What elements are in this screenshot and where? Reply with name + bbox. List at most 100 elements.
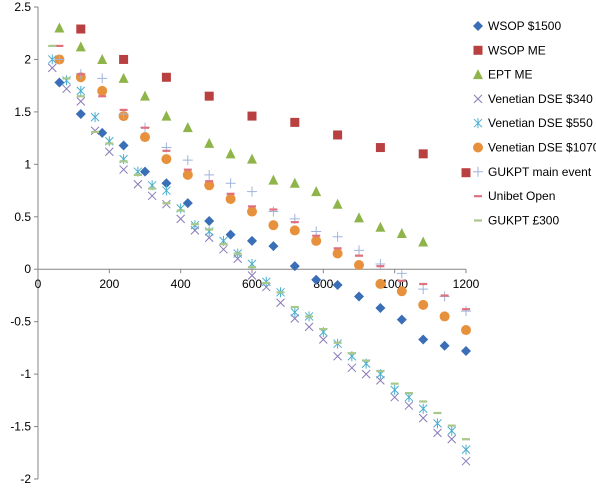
data-point bbox=[54, 54, 65, 65]
data-point bbox=[204, 169, 215, 180]
data-point bbox=[225, 148, 236, 159]
legend-entry: EPT ME bbox=[473, 68, 532, 82]
data-point bbox=[204, 180, 215, 191]
data-point bbox=[54, 22, 65, 33]
data-point bbox=[418, 149, 428, 159]
data-point bbox=[140, 90, 150, 101]
legend-marker bbox=[473, 166, 483, 177]
data-point bbox=[54, 77, 65, 88]
legend-entry: Venetian DSE $340 bbox=[473, 92, 593, 106]
data-point bbox=[247, 111, 257, 121]
data-point bbox=[354, 260, 364, 271]
data-point bbox=[105, 142, 114, 145]
y-tick-label: 0 bbox=[24, 262, 31, 276]
data-point bbox=[62, 75, 71, 86]
data-point bbox=[333, 247, 342, 250]
legend-label: WSOP $1500 bbox=[488, 19, 561, 33]
data-point bbox=[312, 234, 321, 237]
data-point bbox=[147, 191, 157, 201]
data-point bbox=[461, 346, 471, 357]
data-point bbox=[118, 140, 129, 151]
data-point bbox=[396, 286, 407, 297]
data-point bbox=[290, 305, 299, 309]
legend-entry: Venetian DSE $550 bbox=[473, 116, 593, 130]
data-point bbox=[355, 254, 363, 257]
data-point bbox=[390, 384, 400, 395]
data-point bbox=[182, 155, 193, 166]
data-point bbox=[55, 44, 64, 48]
data-point bbox=[248, 205, 256, 208]
data-point bbox=[161, 178, 172, 189]
data-point bbox=[62, 84, 71, 94]
data-point bbox=[433, 411, 442, 415]
data-point bbox=[219, 244, 228, 254]
data-point bbox=[396, 268, 407, 279]
data-point bbox=[461, 444, 471, 455]
y-tick-label: 2 bbox=[24, 52, 31, 66]
y-tick-label: 0.5 bbox=[14, 210, 31, 224]
data-point bbox=[462, 308, 470, 311]
data-point bbox=[205, 228, 214, 231]
data-point bbox=[148, 187, 157, 190]
data-point bbox=[90, 112, 100, 123]
data-point bbox=[104, 136, 114, 147]
legend-entry: Venetian DSE $1070 bbox=[473, 141, 596, 155]
data-point bbox=[205, 180, 214, 183]
legend-marker bbox=[473, 142, 483, 153]
data-point bbox=[461, 456, 471, 466]
y-tick-label: -1 bbox=[20, 367, 31, 381]
data-point bbox=[161, 110, 172, 121]
data-point bbox=[182, 122, 193, 133]
data-point bbox=[104, 147, 114, 157]
data-point bbox=[261, 276, 271, 287]
data-point bbox=[461, 168, 471, 178]
data-point bbox=[98, 95, 107, 98]
series-2 bbox=[54, 22, 429, 247]
data-point bbox=[47, 54, 57, 65]
series-3 bbox=[47, 63, 471, 466]
data-point bbox=[268, 174, 279, 185]
data-point bbox=[225, 229, 236, 240]
legend-label: Venetian DSE $550 bbox=[488, 116, 593, 130]
data-point bbox=[311, 235, 322, 246]
legend-label: EPT ME bbox=[488, 68, 532, 82]
series-8 bbox=[48, 44, 470, 441]
data-point bbox=[162, 202, 171, 205]
data-point bbox=[162, 185, 171, 196]
y-tick-label: 1 bbox=[24, 157, 31, 171]
legend-label: GUKPT £300 bbox=[488, 213, 559, 227]
legend-marker bbox=[473, 21, 483, 31]
data-point bbox=[375, 303, 386, 314]
axes: -2-1.5-1-0.500.511.522.50 200 400 600 800 100… bbox=[10, 0, 479, 486]
data-point bbox=[225, 193, 236, 204]
data-point bbox=[290, 117, 300, 127]
data-point bbox=[182, 198, 193, 209]
x-tick-label: 600 bbox=[242, 277, 262, 291]
data-point bbox=[247, 235, 257, 246]
data-point bbox=[248, 266, 256, 269]
legend-entry: WSOP ME bbox=[473, 43, 546, 57]
data-point bbox=[176, 203, 186, 214]
series-0 bbox=[54, 77, 471, 357]
data-point bbox=[219, 243, 228, 246]
data-point bbox=[62, 77, 71, 80]
data-point bbox=[354, 291, 364, 302]
data-point bbox=[447, 425, 457, 436]
data-point bbox=[47, 63, 57, 73]
data-point bbox=[332, 231, 343, 242]
data-point bbox=[396, 228, 407, 239]
data-point bbox=[119, 54, 129, 64]
series-1 bbox=[76, 24, 471, 178]
data-point bbox=[418, 236, 429, 247]
data-points bbox=[47, 22, 471, 466]
data-point bbox=[182, 169, 193, 180]
legend-marker bbox=[474, 219, 482, 222]
legend: WSOP $1500 WSOP ME EPT ME Venetian DSE $340… bbox=[473, 19, 596, 227]
data-point bbox=[140, 132, 150, 143]
data-point bbox=[397, 279, 406, 282]
data-point bbox=[76, 73, 85, 76]
data-point bbox=[161, 72, 171, 82]
legend-label: GUKPT main event bbox=[488, 165, 592, 179]
data-point bbox=[347, 363, 357, 373]
